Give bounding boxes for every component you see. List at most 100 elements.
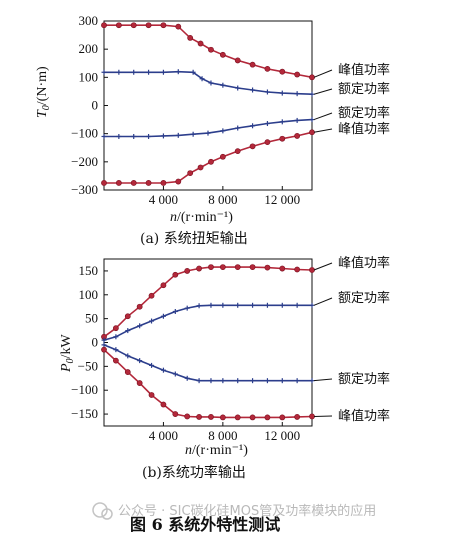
torque-y-ticks: 300 200 100 0 −100 −200 −300	[71, 13, 108, 197]
data-point	[131, 69, 137, 75]
legend-label: 峰值功率	[338, 255, 390, 271]
data-point	[219, 264, 226, 271]
data-point	[145, 180, 152, 186]
y-tick-label: 150	[79, 263, 99, 278]
legend-label: 额定功率	[338, 81, 390, 97]
y-tick-label: 200	[79, 41, 99, 56]
legend-label: 额定功率	[338, 371, 390, 387]
data-point	[101, 133, 107, 139]
data-point	[235, 302, 241, 308]
data-point	[136, 303, 143, 310]
legend-leader	[313, 297, 333, 306]
data-point	[249, 143, 256, 150]
y-tick-label: −100	[71, 126, 98, 141]
data-point	[208, 302, 214, 308]
data-point	[250, 378, 256, 384]
data-point	[294, 71, 301, 78]
data-point	[249, 61, 256, 68]
data-point	[294, 414, 301, 420]
data-point	[160, 180, 167, 186]
data-point	[309, 302, 315, 308]
data-point	[294, 266, 301, 273]
legend-label: 峰值功率	[338, 62, 390, 78]
data-point	[235, 378, 241, 384]
data-point	[279, 378, 285, 384]
data-point	[279, 302, 285, 308]
data-point	[184, 305, 190, 311]
data-point	[112, 325, 119, 332]
torque-series	[101, 22, 315, 186]
data-point	[234, 414, 241, 421]
watermark-text: 公众号 · SIC碳化硅MOS管及功率模块的应用	[118, 503, 376, 519]
x-tick-label: 8 000	[208, 428, 237, 443]
data-point	[220, 82, 226, 88]
data-point	[124, 313, 131, 320]
y-tick-label: 0	[92, 98, 99, 113]
x-tick-label: 12 000	[264, 192, 300, 207]
data-point	[112, 357, 119, 364]
data-point	[249, 414, 256, 421]
y-tick-label: 100	[79, 69, 99, 84]
x-tick-label: 12 000	[264, 428, 300, 443]
data-point	[145, 22, 152, 29]
data-point	[116, 69, 122, 75]
data-point	[196, 414, 202, 420]
data-point	[208, 80, 214, 86]
data-point	[220, 128, 226, 134]
data-point	[101, 342, 107, 348]
torque-plot-frame	[103, 20, 313, 191]
data-point	[208, 46, 214, 53]
data-point	[309, 267, 315, 273]
data-point	[197, 164, 204, 171]
data-point	[190, 131, 196, 137]
data-point	[234, 148, 241, 155]
data-point	[279, 414, 286, 421]
power-series	[101, 264, 315, 421]
legend-label: 额定功率	[338, 105, 390, 121]
data-point	[101, 346, 107, 353]
data-point	[125, 353, 131, 359]
y-tick-label: 0	[92, 335, 99, 350]
data-point	[294, 302, 300, 308]
data-point	[196, 303, 202, 309]
watermark: 公众号 · SIC碳化硅MOS管及功率模块的应用	[92, 502, 376, 520]
legend-label: 额定功率	[338, 290, 390, 306]
data-point	[101, 180, 107, 186]
data-point	[136, 380, 143, 386]
legend-leader	[313, 378, 333, 382]
data-point	[309, 117, 315, 123]
power-chart: 150 100 50 0 −50 −100 −150 4 000 8 000 12 000 峰值…	[59, 255, 390, 481]
data-point	[190, 69, 196, 75]
data-point	[309, 413, 315, 420]
data-point	[208, 378, 214, 384]
data-point	[294, 117, 300, 123]
data-point	[160, 401, 167, 408]
series-line	[103, 349, 313, 419]
data-point	[264, 378, 270, 384]
data-point	[149, 362, 155, 368]
data-point	[175, 23, 182, 30]
data-point	[264, 302, 270, 308]
data-point	[146, 69, 152, 75]
data-point	[124, 369, 131, 375]
data-point	[175, 69, 181, 75]
data-point	[130, 180, 137, 186]
data-point	[101, 69, 107, 75]
data-point	[219, 414, 226, 421]
legend-label: 峰值功率	[338, 408, 390, 424]
data-point	[264, 139, 271, 146]
data-point	[235, 125, 241, 131]
data-point	[250, 302, 256, 308]
data-point	[187, 170, 194, 176]
power-plot-frame	[103, 258, 313, 427]
x-tick-label: 4 000	[149, 428, 178, 443]
data-point	[196, 265, 202, 272]
data-point	[264, 65, 271, 72]
wechat-icon-dot	[101, 508, 113, 520]
power-x-axis-label: n/(r·min⁻¹)	[185, 443, 248, 458]
data-point	[309, 378, 315, 384]
wechat-icon	[92, 502, 108, 518]
data-point	[264, 414, 271, 421]
torque-caption: (a) 系统扭矩输出	[140, 231, 248, 247]
